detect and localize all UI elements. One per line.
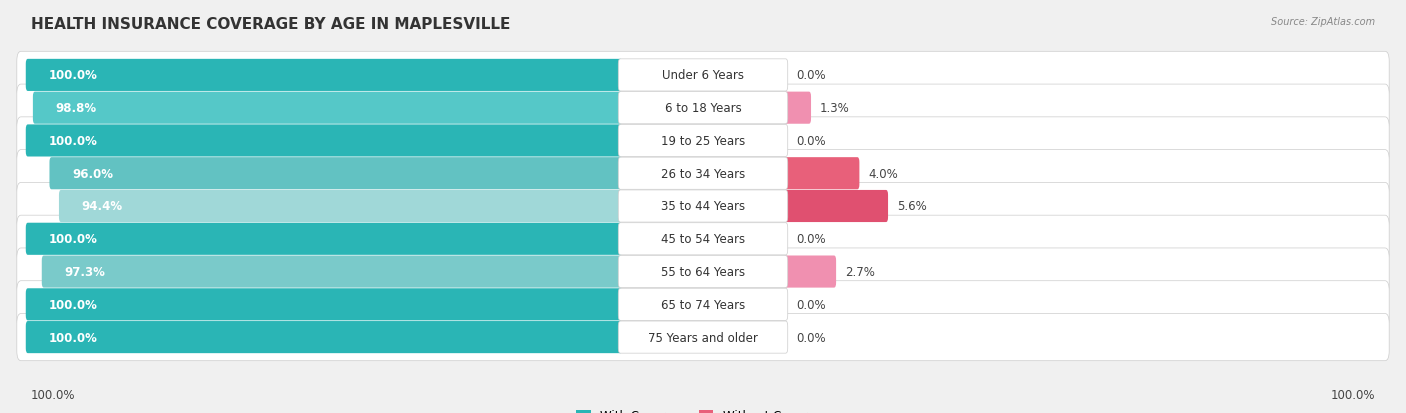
Text: 100.0%: 100.0% — [1330, 388, 1375, 401]
FancyBboxPatch shape — [619, 289, 787, 320]
FancyBboxPatch shape — [17, 216, 1389, 263]
FancyBboxPatch shape — [49, 158, 623, 190]
FancyBboxPatch shape — [17, 118, 1389, 165]
Text: HEALTH INSURANCE COVERAGE BY AGE IN MAPLESVILLE: HEALTH INSURANCE COVERAGE BY AGE IN MAPL… — [31, 17, 510, 31]
FancyBboxPatch shape — [619, 321, 787, 353]
Text: 0.0%: 0.0% — [797, 233, 827, 246]
Text: Source: ZipAtlas.com: Source: ZipAtlas.com — [1271, 17, 1375, 26]
Text: 4.0%: 4.0% — [869, 167, 898, 180]
Text: 97.3%: 97.3% — [65, 266, 105, 278]
Text: 96.0%: 96.0% — [72, 167, 114, 180]
Text: Under 6 Years: Under 6 Years — [662, 69, 744, 82]
FancyBboxPatch shape — [42, 256, 623, 288]
Text: 2.7%: 2.7% — [845, 266, 875, 278]
FancyBboxPatch shape — [17, 52, 1389, 99]
Text: 100.0%: 100.0% — [48, 298, 97, 311]
Text: 98.8%: 98.8% — [56, 102, 97, 115]
Text: 6 to 18 Years: 6 to 18 Years — [665, 102, 741, 115]
FancyBboxPatch shape — [619, 60, 787, 92]
Text: 0.0%: 0.0% — [797, 69, 827, 82]
Text: 45 to 54 Years: 45 to 54 Years — [661, 233, 745, 246]
FancyBboxPatch shape — [619, 125, 787, 157]
Text: 100.0%: 100.0% — [48, 233, 97, 246]
FancyBboxPatch shape — [17, 85, 1389, 132]
FancyBboxPatch shape — [783, 158, 859, 190]
FancyBboxPatch shape — [17, 314, 1389, 361]
FancyBboxPatch shape — [25, 321, 623, 353]
FancyBboxPatch shape — [25, 289, 623, 320]
FancyBboxPatch shape — [17, 281, 1389, 328]
Text: 100.0%: 100.0% — [31, 388, 76, 401]
FancyBboxPatch shape — [25, 60, 623, 92]
Text: 0.0%: 0.0% — [797, 331, 827, 344]
Text: 0.0%: 0.0% — [797, 298, 827, 311]
FancyBboxPatch shape — [59, 190, 623, 223]
Legend: With Coverage, Without Coverage: With Coverage, Without Coverage — [572, 404, 834, 413]
FancyBboxPatch shape — [25, 125, 623, 157]
Text: 75 Years and older: 75 Years and older — [648, 331, 758, 344]
FancyBboxPatch shape — [783, 93, 811, 124]
Text: 100.0%: 100.0% — [48, 331, 97, 344]
Text: 100.0%: 100.0% — [48, 135, 97, 147]
Text: 5.6%: 5.6% — [897, 200, 927, 213]
FancyBboxPatch shape — [783, 190, 889, 223]
FancyBboxPatch shape — [783, 256, 837, 288]
FancyBboxPatch shape — [619, 256, 787, 288]
Text: 94.4%: 94.4% — [82, 200, 122, 213]
Text: 0.0%: 0.0% — [797, 135, 827, 147]
FancyBboxPatch shape — [17, 150, 1389, 197]
FancyBboxPatch shape — [619, 158, 787, 190]
FancyBboxPatch shape — [17, 248, 1389, 295]
Text: 35 to 44 Years: 35 to 44 Years — [661, 200, 745, 213]
Text: 19 to 25 Years: 19 to 25 Years — [661, 135, 745, 147]
FancyBboxPatch shape — [17, 183, 1389, 230]
FancyBboxPatch shape — [32, 93, 623, 124]
Text: 26 to 34 Years: 26 to 34 Years — [661, 167, 745, 180]
Text: 65 to 74 Years: 65 to 74 Years — [661, 298, 745, 311]
Text: 100.0%: 100.0% — [48, 69, 97, 82]
FancyBboxPatch shape — [25, 223, 623, 255]
FancyBboxPatch shape — [619, 223, 787, 255]
FancyBboxPatch shape — [619, 93, 787, 124]
FancyBboxPatch shape — [619, 190, 787, 223]
Text: 1.3%: 1.3% — [820, 102, 849, 115]
Text: 55 to 64 Years: 55 to 64 Years — [661, 266, 745, 278]
